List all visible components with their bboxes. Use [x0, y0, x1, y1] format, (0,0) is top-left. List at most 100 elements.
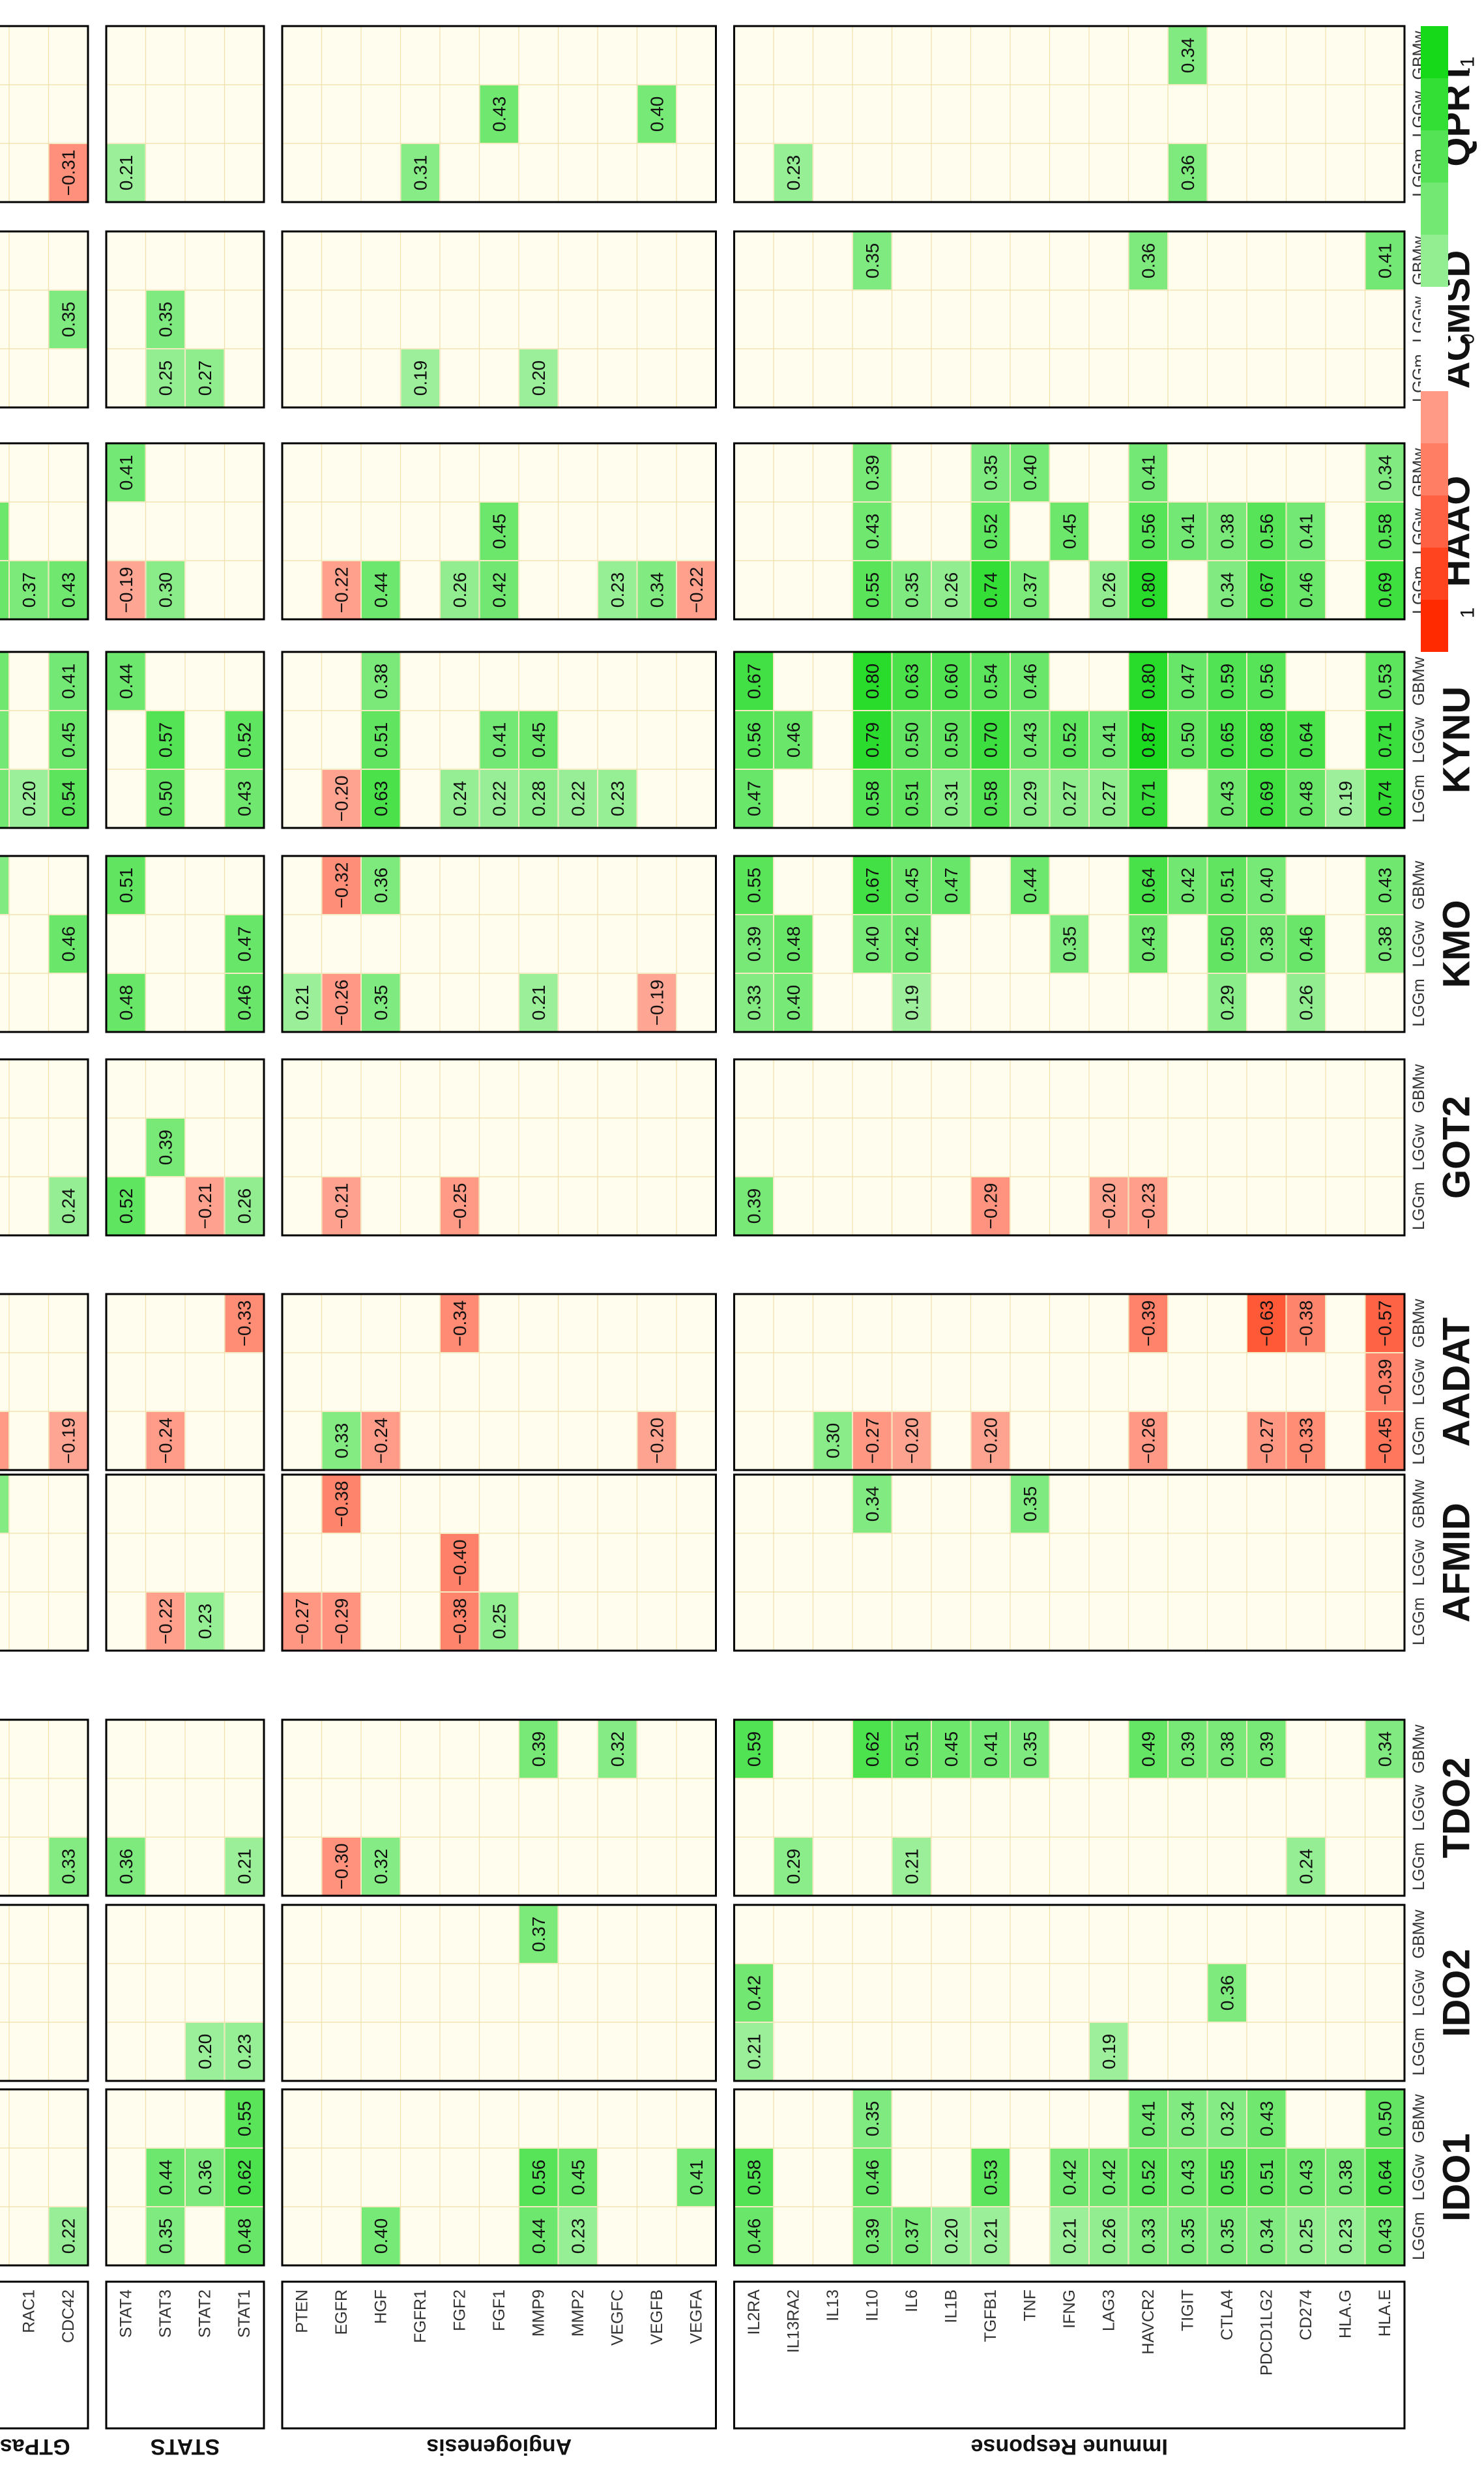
- heat-cell: [519, 974, 558, 1031]
- heat-cell: [362, 1412, 400, 1469]
- heat-cell: [1169, 27, 1207, 84]
- cell-value: 0.31: [941, 781, 961, 817]
- group-border: [105, 1904, 265, 2082]
- heat-cell: [892, 857, 931, 914]
- cell-value: 0.64: [1138, 868, 1158, 904]
- legend-swatch: [1421, 339, 1448, 391]
- heat-cell: [1247, 1412, 1286, 1469]
- group-border: [0, 2088, 89, 2267]
- heat-cell: [146, 291, 184, 348]
- heat-cell: [441, 1295, 479, 1352]
- cell-value: 0.56: [529, 2160, 549, 2196]
- heat-cell: [1208, 857, 1246, 914]
- cell-value: 0.64: [1375, 2160, 1395, 2196]
- group-border: [281, 1293, 717, 1471]
- cell-value: 0.32: [1217, 2101, 1237, 2137]
- row-label: STAT4: [117, 2290, 135, 2338]
- cell-value: 0.55: [744, 868, 764, 904]
- gene-label: AADAT: [1436, 1318, 1478, 1447]
- heat-cell: [49, 1412, 87, 1469]
- heat-cell: [1326, 2207, 1365, 2265]
- cell-value: 0.40: [647, 96, 667, 132]
- cell-value: −0.27: [1257, 1418, 1277, 1464]
- cell-value: 0.21: [901, 1849, 922, 1885]
- gene-panel-kynu: 0.74 0.19 0.48 0.69 0.43 0.71 0.27 0.27 0.29 0.58…: [0, 651, 1478, 829]
- heat-cell: [0, 653, 8, 710]
- cell-value: 0.41: [1099, 722, 1119, 758]
- heat-cell: [146, 1119, 184, 1176]
- heat-cell: [0, 857, 8, 914]
- cell-value: 0.36: [1138, 243, 1158, 279]
- cell-value: −0.63: [1257, 1301, 1277, 1347]
- heat-cell: [1326, 770, 1365, 827]
- heat-cell: [853, 1412, 892, 1469]
- heat-cell: [1129, 444, 1167, 501]
- row-label: STAT3: [156, 2290, 175, 2338]
- heat-cell: [225, 770, 263, 827]
- heat-cell: [283, 974, 321, 1031]
- cell-value: 0.39: [862, 2218, 882, 2254]
- subgroup-label: LGGm: [1410, 1182, 1428, 1230]
- cell-value: 0.26: [941, 572, 961, 608]
- heat-cell: [146, 2149, 184, 2206]
- cell-value: 0.63: [371, 781, 391, 817]
- cell-value: 0.35: [1217, 2218, 1237, 2254]
- heat-cell: [1287, 503, 1325, 560]
- cell-value: −0.27: [862, 1418, 882, 1464]
- gene-panel-ido2: 0.19 0.21 0.23 0.20 0.36 0.42 0.37 LGGm LGGw GBMw…: [0, 1904, 1478, 2082]
- cell-value: 0.34: [1178, 38, 1198, 74]
- legend-swatch: [1421, 495, 1448, 548]
- cell-value: 0.34: [1257, 2218, 1277, 2254]
- cell-value: 0.64: [1296, 722, 1316, 758]
- legend-swatch: [1421, 600, 1448, 652]
- cell-value: 0.74: [1375, 781, 1395, 817]
- cell-value: 0.21: [234, 1849, 254, 1885]
- cell-value: −0.34: [450, 1301, 470, 1347]
- subgroup-label: LGGm: [1410, 2212, 1428, 2260]
- heat-cell: [774, 1838, 813, 1895]
- heat-cell: [559, 2149, 597, 2206]
- cell-value: 0.23: [195, 1604, 215, 1640]
- cell-value: 0.25: [155, 361, 175, 396]
- heat-cell: [519, 1906, 558, 1963]
- legend-swatch: [1421, 78, 1448, 130]
- heat-cell: [1011, 857, 1049, 914]
- heat-cell: [677, 2149, 716, 2206]
- cell-value: −0.23: [1138, 1183, 1158, 1230]
- subgroup-label: GBMw: [1410, 1064, 1428, 1113]
- cell-value: 0.34: [862, 1486, 882, 1522]
- cell-value: 0.30: [155, 572, 175, 608]
- heat-cell: [107, 1177, 145, 1235]
- group-border: [733, 1473, 1406, 1652]
- row-label-box: [281, 2280, 717, 2430]
- heat-cell: [1208, 561, 1246, 619]
- heat-cell: [107, 653, 145, 710]
- group-border: [281, 651, 717, 829]
- panel-bg: [734, 1059, 1404, 1235]
- cell-value: 0.44: [116, 664, 136, 699]
- heat-cell: [1129, 503, 1167, 560]
- cell-value: 0.29: [1020, 781, 1040, 817]
- heat-cell: [1247, 2207, 1286, 2265]
- heat-cell: [1169, 1720, 1207, 1778]
- heat-cell: [892, 653, 931, 710]
- cell-value: 0.22: [489, 781, 509, 817]
- heat-cell: [519, 770, 558, 827]
- heat-cell: [735, 770, 773, 827]
- heat-cell: [892, 915, 931, 973]
- group-border: [105, 2088, 265, 2267]
- heat-cell: [1169, 2090, 1207, 2147]
- heat-cell: [107, 444, 145, 501]
- row-label: FGF1: [490, 2290, 508, 2331]
- cell-value: 0.48: [783, 926, 804, 962]
- heat-cell: [892, 770, 931, 827]
- cell-value: 0.21: [292, 985, 312, 1021]
- row-label: EGFR: [332, 2290, 351, 2334]
- heat-cell: [1208, 1964, 1246, 2022]
- row-label: IL13: [824, 2290, 842, 2321]
- heat-cell: [853, 503, 892, 560]
- heat-cell: [0, 561, 8, 619]
- heat-cell: [1169, 144, 1207, 201]
- color-legend: -1 0 1: [1421, 26, 1479, 652]
- panel-bg: [282, 2089, 716, 2265]
